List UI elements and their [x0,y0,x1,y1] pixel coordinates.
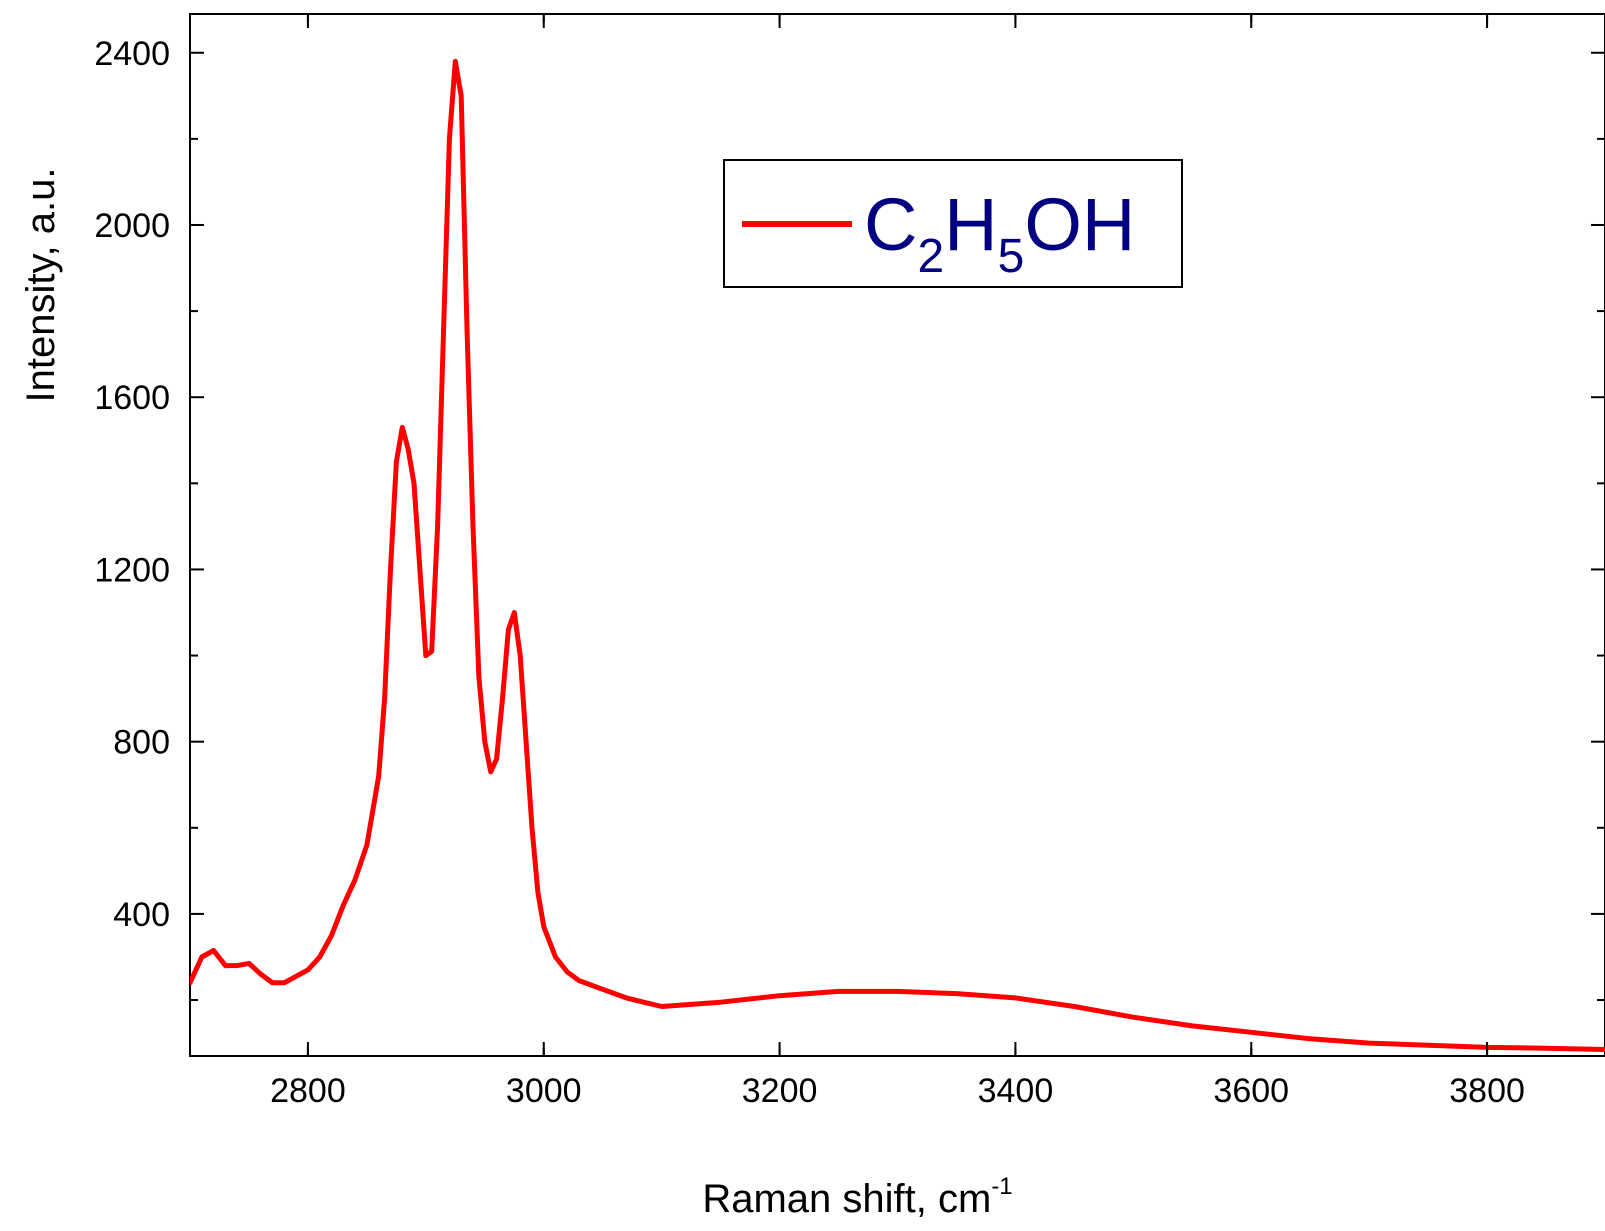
y-tick-label: 800 [113,724,170,762]
legend-label-part: C [864,183,917,266]
legend-label: C2H5OH [864,183,1135,283]
x-tick-label: 3200 [742,1072,818,1110]
x-tick-label: 3400 [978,1072,1054,1110]
legend-label-subscript: 5 [998,230,1025,283]
plot-frame [189,13,1605,1057]
series-line-0 [190,58,1605,1052]
legend: C2H5OH [723,159,1183,288]
x-axis-title: Raman shift, cm-1 [702,1173,1012,1221]
legend-label-subscript: 2 [917,230,944,283]
y-axis: 400 800 1200 1600 2000 2400 [94,35,1605,1002]
legend-label-part: H [944,183,997,266]
x-axis-title-text: Raman shift, cm [702,1177,991,1221]
x-axis: 2800 3000 3200 3400 3600 3800 [270,14,1525,1110]
plot-area [189,13,1605,1057]
y-tick-label: 400 [113,896,170,934]
y-tick-label: 2000 [94,207,170,245]
y-axis-title: Intensity, a.u. [19,168,63,403]
legend-label-part: OH [1024,183,1135,266]
x-tick-label: 3000 [506,1072,582,1110]
x-tick-label: 3600 [1213,1072,1289,1110]
x-tick-label: 2800 [270,1072,346,1110]
x-axis-title-superscript: -1 [991,1173,1012,1200]
y-tick-label: 2400 [94,35,170,73]
y-tick-label: 1200 [94,551,170,589]
x-tick-label: 3800 [1449,1072,1525,1110]
y-tick-label: 1600 [94,379,170,417]
